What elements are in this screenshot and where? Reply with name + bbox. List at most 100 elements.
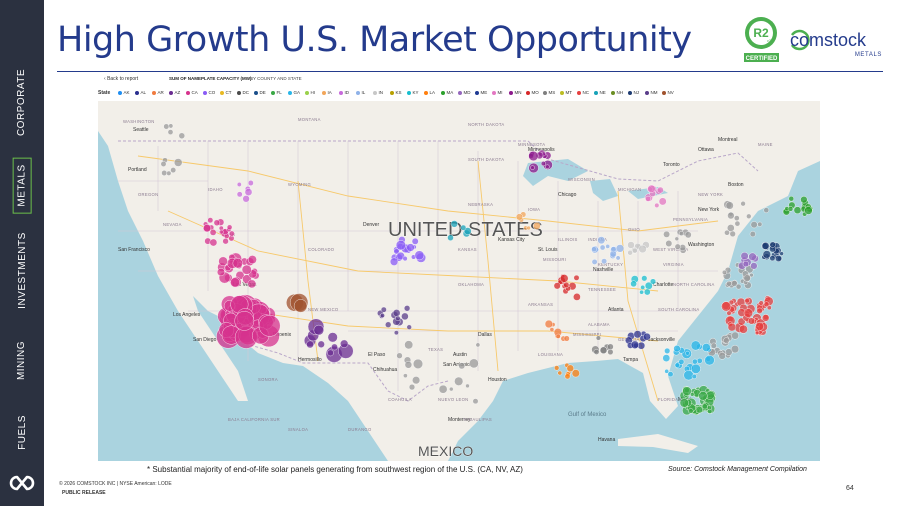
capacity-dot-fl[interactable] [695, 406, 704, 414]
capacity-dot-nc[interactable] [744, 298, 750, 304]
capacity-dot-mo[interactable] [563, 281, 570, 288]
capacity-dot-mo[interactable] [553, 282, 561, 290]
capacity-dot-az[interactable] [340, 339, 349, 348]
capacity-dot-mo[interactable] [573, 293, 581, 301]
legend-item-mt[interactable]: MT [560, 90, 572, 95]
legend-item-md[interactable]: MD [458, 90, 471, 95]
capacity-dot-oh[interactable] [684, 231, 692, 239]
legend-item-hi[interactable]: HI [305, 90, 315, 95]
capacity-dot-ca[interactable] [203, 224, 212, 233]
capacity-dot-ar[interactable] [563, 335, 570, 342]
capacity-dot-oh[interactable] [674, 236, 679, 242]
capacity-dot-ny[interactable] [750, 221, 758, 229]
capacity-dot-il[interactable] [615, 255, 621, 261]
capacity-dot-ga[interactable] [704, 355, 715, 366]
capacity-dot-mi[interactable] [657, 186, 664, 194]
capacity-dot-nm[interactable] [392, 309, 401, 317]
capacity-dot-ny[interactable] [729, 230, 736, 238]
capacity-dot-sc[interactable] [723, 337, 730, 344]
capacity-dot-il[interactable] [601, 258, 607, 265]
capacity-dot-ga[interactable] [664, 368, 670, 374]
capacity-dot-nc[interactable] [721, 301, 732, 312]
capacity-dot-md[interactable] [740, 251, 749, 260]
capacity-dot-la[interactable] [564, 373, 571, 380]
capacity-dot-ny[interactable] [749, 231, 756, 238]
capacity-dot-va[interactable] [749, 272, 754, 278]
capacity-dot-nc[interactable] [739, 324, 748, 334]
capacity-dot-sc[interactable] [725, 348, 733, 356]
capacity-dot-fl[interactable] [707, 405, 712, 411]
capacity-dot-or[interactable] [160, 161, 167, 167]
legend-item-id[interactable]: ID [339, 90, 349, 95]
capacity-dot-nc[interactable] [758, 300, 764, 306]
sidebar-item-investments[interactable]: INVESTMENTS [0, 228, 44, 313]
legend-item-de[interactable]: DE [254, 90, 266, 95]
capacity-dot-ms[interactable] [599, 346, 608, 355]
capacity-dot-ia[interactable] [526, 225, 531, 231]
capacity-dot-fl[interactable] [688, 408, 694, 414]
capacity-dot-ne[interactable] [450, 220, 458, 228]
capacity-dot-ar[interactable] [549, 327, 555, 332]
capacity-dot-az[interactable] [317, 340, 325, 348]
capacity-dot-in[interactable] [638, 244, 647, 254]
capacity-dot-nc[interactable] [755, 322, 764, 331]
legend-item-mn[interactable]: MN [509, 90, 522, 95]
capacity-dot-wa[interactable] [178, 132, 186, 139]
capacity-dot-ma[interactable] [788, 195, 794, 202]
capacity-dot-il[interactable] [610, 246, 617, 253]
legend-item-al[interactable]: AL [135, 90, 146, 95]
legend-item-ks[interactable]: KS [390, 90, 402, 95]
capacity-dot-ca[interactable] [241, 264, 252, 275]
capacity-dot-ar[interactable] [555, 333, 561, 339]
capacity-dot-ar[interactable] [544, 319, 554, 329]
capacity-dot-il[interactable] [615, 244, 625, 253]
capacity-dot-nc[interactable] [727, 322, 737, 332]
capacity-dot-mi[interactable] [654, 202, 660, 208]
capacity-dot-ky[interactable] [640, 284, 646, 290]
capacity-dot-ca[interactable] [234, 311, 255, 331]
capacity-dot-tx[interactable] [412, 376, 421, 385]
capacity-dot-il[interactable] [597, 236, 606, 245]
capacity-dot-mo[interactable] [573, 274, 580, 281]
capacity-dot-co[interactable] [414, 250, 425, 261]
legend-item-ky[interactable]: KY [407, 90, 419, 95]
sidebar-item-mining[interactable]: MINING [0, 335, 44, 385]
capacity-dot-nm[interactable] [393, 330, 399, 336]
capacity-dot-mi[interactable] [658, 197, 667, 206]
sidebar-item-fuels[interactable]: FUELS [0, 410, 44, 455]
us-solar-map[interactable]: Seattle Portland San Francisco Los Angeles S… [98, 101, 820, 461]
capacity-dot-co[interactable] [393, 248, 400, 255]
capacity-dot-la[interactable] [571, 369, 580, 378]
capacity-dot-ca[interactable] [207, 217, 214, 224]
capacity-dot-in[interactable] [627, 249, 633, 256]
capacity-dot-al[interactable] [643, 332, 651, 341]
capacity-dot-va[interactable] [726, 280, 732, 287]
legend-item-nm[interactable]: NM [645, 90, 658, 95]
capacity-dot-oh[interactable] [665, 240, 673, 247]
capacity-dot-nv[interactable] [293, 299, 308, 313]
capacity-dot-nc[interactable] [743, 308, 754, 318]
capacity-dot-md[interactable] [750, 262, 758, 270]
capacity-dot-tx[interactable] [475, 342, 481, 348]
capacity-dot-il[interactable] [591, 258, 598, 265]
capacity-dot-az[interactable] [331, 343, 338, 351]
capacity-dot-tx[interactable] [465, 383, 470, 389]
capacity-dot-az[interactable] [306, 340, 314, 349]
capacity-dot-tx[interactable] [403, 373, 408, 379]
capacity-dot-ny[interactable] [724, 229, 730, 236]
legend-item-mi[interactable]: MI [492, 90, 503, 95]
capacity-dot-mn[interactable] [540, 161, 546, 167]
capacity-dot-ma[interactable] [804, 206, 813, 215]
capacity-dot-ca[interactable] [213, 219, 221, 227]
legend-item-ia[interactable]: IA [322, 90, 332, 95]
legend-item-ak[interactable]: AK [118, 90, 130, 95]
capacity-dot-co[interactable] [411, 237, 419, 245]
capacity-dot-az[interactable] [327, 332, 338, 343]
capacity-dot-ga[interactable] [702, 343, 711, 352]
capacity-dot-nj[interactable] [769, 241, 776, 248]
capacity-dot-id[interactable] [236, 191, 243, 198]
capacity-dot-nm[interactable] [380, 306, 387, 313]
capacity-dot-sc[interactable] [718, 352, 726, 360]
capacity-dot-il[interactable] [605, 244, 611, 249]
capacity-dot-tx[interactable] [396, 352, 403, 359]
